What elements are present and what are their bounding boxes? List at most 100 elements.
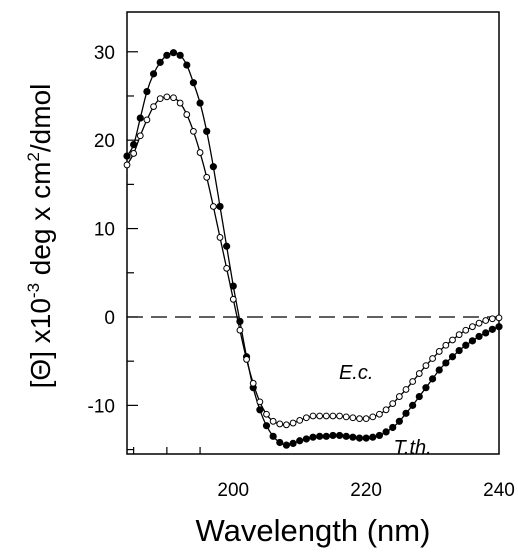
series-markers (123, 49, 503, 449)
filled-circle-point (322, 432, 330, 440)
open-circle-point (422, 362, 430, 370)
y-axis-title: [Θ] x10-3 deg x cm2/dmol (24, 84, 56, 389)
filled-circle-point (183, 61, 191, 69)
filled-circle-point (262, 422, 271, 430)
open-circle-point (435, 348, 443, 355)
filled-circle-point (488, 325, 496, 333)
x-tick-label: 240 (483, 480, 515, 501)
open-circle-point (190, 127, 197, 135)
open-circle-point (296, 417, 304, 424)
filled-circle-point (209, 163, 217, 171)
y-axis-title-suffix: /dmol (25, 84, 56, 152)
x-tick-label: 220 (350, 480, 382, 501)
open-circle-point (376, 410, 383, 418)
open-circle-point (342, 413, 350, 421)
filled-circle-point (455, 346, 463, 355)
open-circle-point (143, 116, 151, 124)
open-circle-point (229, 295, 237, 303)
filled-circle-point (362, 434, 370, 442)
filled-circle-point (329, 431, 337, 440)
filled-circle-point (123, 152, 131, 160)
filled-circle-point (189, 79, 198, 87)
filled-circle-point (475, 332, 483, 341)
filled-circle-point (143, 87, 151, 96)
series-curves (126, 52, 500, 446)
filled-circle-point (302, 435, 310, 443)
open-circle-point (156, 95, 164, 103)
open-circle-point (449, 336, 456, 344)
filled-circle-point (402, 409, 410, 417)
x-axis: 200 220 240 (133, 447, 515, 501)
open-circle-point (283, 421, 290, 429)
filled-circle-point (422, 384, 430, 392)
open-circle-point (488, 315, 496, 323)
filled-circle-point (495, 323, 503, 331)
filled-circle-point (296, 437, 304, 445)
filled-circle-point (395, 417, 403, 425)
y-axis: -10 0 10 20 30 (88, 43, 138, 451)
open-circle-point (256, 398, 264, 406)
open-circle-point (442, 341, 450, 349)
x-axis-title: Wavelength (nm) (196, 513, 431, 548)
filled-circle-point (335, 431, 344, 440)
open-circle-point (276, 420, 284, 428)
open-circle-point (336, 412, 343, 420)
open-circle-point (309, 412, 317, 420)
filled-circle-point (203, 127, 211, 135)
open-circle-point (482, 317, 490, 324)
open-circle-point (123, 161, 131, 169)
open-circle-point (322, 412, 330, 420)
open-circle-point (183, 111, 191, 118)
open-circle-point (130, 150, 138, 157)
open-circle-point (150, 103, 157, 110)
open-circle-point (196, 149, 204, 156)
filled-circle-point (442, 359, 450, 367)
filled-circle-point (468, 337, 477, 345)
open-circle-point (369, 413, 377, 421)
filled-circle-point (229, 282, 237, 290)
open-circle-point (402, 386, 410, 393)
open-circle-point (289, 419, 297, 427)
filled-circle-point (236, 317, 244, 325)
filled-circle-point (149, 70, 158, 78)
open-circle-point (409, 378, 417, 385)
open-circle-point (382, 406, 390, 414)
filled-circle-point (435, 366, 443, 374)
filled-circle-point (223, 242, 231, 250)
filled-circle-point (382, 428, 390, 436)
y-axis-title-exponent-1: -3 (24, 283, 43, 298)
series-annotation: E.c. (339, 362, 373, 384)
open-circle-point (176, 99, 184, 107)
filled-circle-point (389, 423, 397, 432)
open-circle-point (349, 414, 357, 422)
filled-circle-point (375, 431, 384, 440)
filled-circle-point (369, 433, 377, 441)
open-circle-point (216, 234, 224, 241)
filled-circle-point (316, 432, 324, 440)
filled-circle-point (156, 58, 164, 66)
open-circle-point (455, 331, 463, 339)
series-annotations: E.c. T.th. (339, 362, 432, 459)
open-circle-point (223, 264, 231, 272)
open-circle-point (136, 132, 144, 140)
y-tick-label: -10 (88, 396, 115, 417)
open-circle-point (329, 412, 337, 420)
filled-circle-point (176, 51, 184, 59)
open-circle-point (362, 415, 370, 423)
filled-circle-point (355, 434, 364, 442)
open-circle-point (415, 370, 423, 377)
open-circle-point (263, 410, 270, 418)
series-line-1 (126, 52, 500, 446)
open-circle-point (249, 379, 257, 387)
filled-circle-point (415, 392, 423, 401)
series-annotation: T.th. (394, 437, 432, 459)
open-circle-point (495, 314, 503, 322)
y-tick-label: 10 (94, 220, 115, 241)
filled-circle-point (309, 433, 317, 441)
filled-circle-point (136, 114, 144, 122)
filled-circle-point (349, 433, 357, 441)
open-circle-point (269, 417, 277, 425)
y-tick-label: 20 (94, 131, 115, 152)
x-tick-label: 200 (217, 480, 249, 501)
